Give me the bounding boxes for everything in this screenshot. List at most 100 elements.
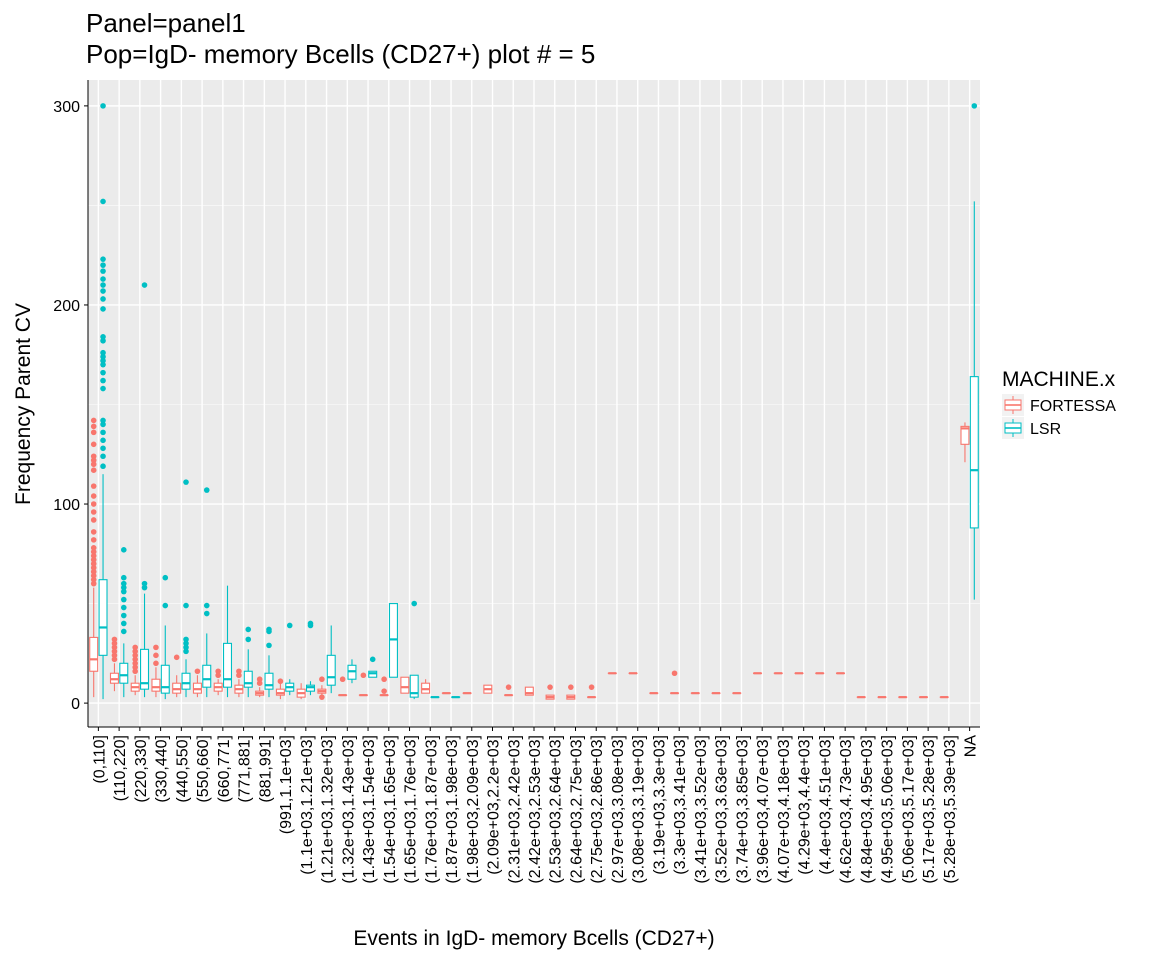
x-tick-label: NA (963, 735, 980, 758)
x-tick-label: (1.87e+03,1.98e+03] (444, 735, 461, 884)
outlier-point (100, 349, 106, 356)
outlier-point (132, 656, 138, 663)
box-lsr (119, 547, 129, 698)
outlier-point (215, 668, 221, 675)
box-lsr (243, 626, 253, 698)
outlier-point (100, 377, 106, 384)
outlier-point (183, 648, 189, 655)
x-tick-label: (2.31e+03,2.42e+03] (506, 735, 523, 884)
outlier-point (90, 453, 97, 460)
x-tick-label: (2.53e+03,2.64e+03] (548, 735, 565, 884)
x-tick-label: (550,660] (195, 735, 212, 803)
x-tick-label: (330,440] (154, 735, 171, 803)
x-tick-label: (4.29e+03,4.4e+03] (797, 735, 814, 875)
outlier-point (245, 626, 252, 633)
legend-items: FORTESSA LSR (1002, 394, 1116, 439)
chart-subtitle: Pop=IgD- memory Bcells (CD27+) plot # = … (86, 39, 595, 69)
box-lsr (98, 103, 108, 700)
box-lsr (409, 600, 419, 700)
x-tick-label: (5.06e+03,5.17e+03] (900, 735, 917, 884)
box-lsr (388, 603, 398, 678)
x-axis-ticks: (0,110] (110,220] (220,330] (330,440] (440,5… (91, 727, 980, 884)
outlier-point (256, 676, 263, 683)
x-tick-label: (4.07e+03,4.18e+03] (776, 735, 793, 884)
x-tick-label: (220,330] (133, 735, 150, 803)
box-lsr (264, 626, 274, 698)
box-body (960, 425, 970, 445)
box-fortessa (358, 672, 368, 697)
outlier-point (266, 642, 272, 649)
outlier-point (90, 517, 97, 523)
outlier-point (319, 676, 325, 683)
x-tick-label: (3.96e+03,4.07e+03] (755, 735, 772, 884)
outlier-point (90, 501, 97, 507)
x-tick-label: (3.19e+03,3.3e+03] (651, 735, 668, 875)
box-lsr (222, 585, 233, 698)
chart-title: Panel=panel1 (86, 8, 246, 38)
x-tick-label: (440,550] (174, 735, 191, 803)
x-tick-label: (4.95e+03,5.06e+03] (880, 735, 897, 884)
box-fortessa (400, 676, 410, 694)
y-tick-label: 100 (53, 497, 80, 514)
outlier-point (100, 268, 106, 274)
outlier-point (381, 676, 387, 683)
outlier-point (90, 545, 97, 551)
outlier-point (120, 574, 127, 581)
outlier-point (671, 670, 678, 677)
x-tick-label: (1.65e+03,1.76e+03] (403, 735, 420, 884)
outlier-point (100, 463, 106, 470)
outlier-point (90, 461, 97, 468)
box-body (264, 672, 274, 690)
outlier-point (132, 648, 138, 655)
x-tick-label: (2.64e+03,2.75e+03] (568, 735, 585, 884)
outlier-point (90, 467, 97, 473)
outlier-point (132, 644, 138, 651)
box-fortessa (213, 668, 223, 696)
outlier-point (90, 576, 97, 583)
outlier-point (120, 596, 127, 603)
outlier-point (90, 441, 97, 448)
box-fortessa (483, 684, 493, 694)
outlier-point (141, 580, 148, 587)
outlier-point (266, 626, 272, 633)
outlier-point (132, 664, 138, 671)
outlier-point (153, 660, 159, 667)
legend-item-lsr: LSR (1002, 417, 1061, 439)
outlier-point (90, 457, 97, 464)
outlier-point (100, 262, 106, 268)
box-lsr (368, 656, 378, 678)
box-fortessa (504, 684, 514, 697)
outlier-point (100, 417, 106, 424)
outlier-point (120, 620, 127, 627)
outlier-point (100, 421, 106, 428)
outlier-point (100, 256, 106, 262)
outlier-point (111, 648, 118, 655)
outlier-point (286, 622, 293, 629)
legend: MACHINE.x FORTESSA LSR (1002, 368, 1116, 439)
outlier-point (141, 282, 148, 288)
outlier-point (162, 574, 169, 581)
box-fortessa (151, 644, 161, 698)
y-tick-label: 200 (53, 298, 80, 315)
box-fortessa (89, 417, 99, 698)
box-body (98, 579, 108, 656)
box-fortessa (524, 686, 534, 696)
outlier-point (90, 564, 97, 571)
box-fortessa (275, 678, 285, 700)
outlier-point (111, 640, 118, 647)
y-axis-ticks: 0 100 200 300 (53, 99, 88, 713)
outlier-point (256, 680, 263, 687)
outlier-point (203, 602, 210, 609)
outlier-point (90, 417, 97, 424)
outlier-point (90, 429, 97, 436)
outlier-point (90, 572, 97, 579)
x-tick-label: (4.62e+03,4.73e+03] (838, 735, 855, 884)
box-fortessa (192, 668, 202, 698)
box-body (969, 376, 979, 529)
box-fortessa (379, 676, 389, 697)
outlier-point (100, 369, 106, 376)
outlier-point (100, 453, 106, 460)
outlier-point (100, 276, 106, 282)
outlier-point (173, 654, 180, 661)
